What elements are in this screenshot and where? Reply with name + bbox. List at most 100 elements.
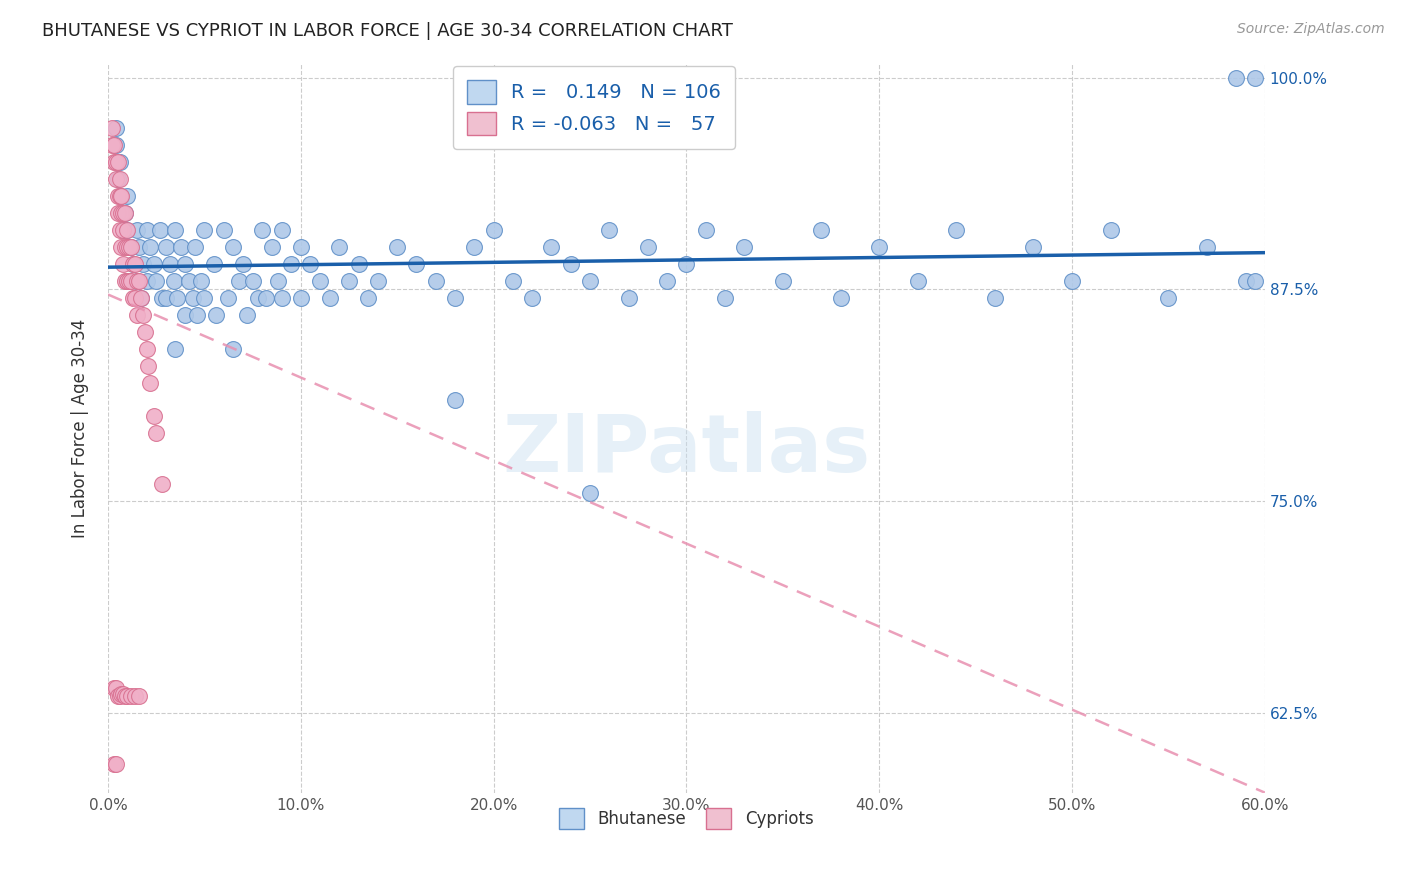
- Point: [114, 206, 136, 220]
- Point: [1234, 274, 1257, 288]
- Point: [103, 138, 125, 153]
- Point: [124, 689, 146, 703]
- Point: [143, 257, 166, 271]
- Point: [120, 274, 142, 288]
- Point: [125, 274, 148, 288]
- Point: [117, 274, 139, 288]
- Point: [1225, 70, 1247, 85]
- Point: [155, 240, 177, 254]
- Point: [104, 681, 127, 695]
- Point: [617, 291, 640, 305]
- Point: [104, 138, 127, 153]
- Point: [242, 274, 264, 288]
- Point: [103, 155, 125, 169]
- Point: [150, 477, 173, 491]
- Point: [579, 274, 602, 288]
- Point: [657, 274, 679, 288]
- Point: [181, 291, 204, 305]
- Point: [125, 223, 148, 237]
- Point: [174, 308, 197, 322]
- Point: [104, 155, 127, 169]
- Point: [714, 291, 737, 305]
- Point: [135, 342, 157, 356]
- Point: [733, 240, 755, 254]
- Point: [212, 223, 235, 237]
- Point: [444, 291, 467, 305]
- Point: [193, 291, 215, 305]
- Point: [217, 291, 239, 305]
- Point: [143, 409, 166, 424]
- Point: [290, 240, 312, 254]
- Point: [174, 257, 197, 271]
- Point: [128, 689, 150, 703]
- Point: [1022, 240, 1045, 254]
- Point: [108, 689, 131, 703]
- Point: [347, 257, 370, 271]
- Point: [177, 274, 200, 288]
- Point: [104, 121, 127, 136]
- Point: [810, 223, 832, 237]
- Point: [108, 155, 131, 169]
- Point: [120, 240, 142, 254]
- Point: [103, 756, 125, 771]
- Point: [138, 359, 160, 373]
- Point: [367, 274, 389, 288]
- Point: [254, 291, 277, 305]
- Point: [110, 206, 132, 220]
- Point: [405, 257, 427, 271]
- Point: [150, 291, 173, 305]
- Point: [637, 240, 659, 254]
- Point: [270, 223, 292, 237]
- Point: [129, 291, 152, 305]
- Y-axis label: In Labor Force | Age 30-34: In Labor Force | Age 30-34: [72, 318, 89, 538]
- Point: [1099, 223, 1122, 237]
- Point: [107, 206, 129, 220]
- Point: [108, 223, 131, 237]
- Point: [125, 274, 148, 288]
- Point: [101, 138, 124, 153]
- Point: [128, 240, 150, 254]
- Point: [117, 189, 139, 203]
- Text: Source: ZipAtlas.com: Source: ZipAtlas.com: [1237, 22, 1385, 37]
- Point: [107, 155, 129, 169]
- Point: [135, 223, 157, 237]
- Point: [309, 274, 332, 288]
- Point: [117, 223, 139, 237]
- Point: [122, 257, 145, 271]
- Point: [114, 240, 136, 254]
- Point: [120, 689, 142, 703]
- Point: [162, 274, 184, 288]
- Point: [112, 687, 135, 701]
- Point: [540, 240, 562, 254]
- Point: [112, 257, 135, 271]
- Point: [387, 240, 409, 254]
- Point: [122, 291, 145, 305]
- Point: [112, 206, 135, 220]
- Text: ZIPatlas: ZIPatlas: [502, 411, 870, 489]
- Point: [357, 291, 380, 305]
- Point: [772, 274, 794, 288]
- Point: [232, 257, 254, 271]
- Point: [165, 223, 187, 237]
- Point: [166, 291, 188, 305]
- Point: [118, 240, 141, 254]
- Point: [118, 274, 141, 288]
- Point: [104, 756, 127, 771]
- Point: [337, 274, 360, 288]
- Point: [444, 392, 467, 407]
- Point: [117, 274, 139, 288]
- Point: [184, 240, 207, 254]
- Point: [830, 291, 852, 305]
- Point: [149, 223, 172, 237]
- Point: [1195, 240, 1218, 254]
- Point: [193, 223, 215, 237]
- Point: [319, 291, 342, 305]
- Point: [1060, 274, 1083, 288]
- Point: [112, 223, 135, 237]
- Point: [522, 291, 544, 305]
- Point: [252, 223, 274, 237]
- Point: [124, 291, 146, 305]
- Point: [112, 223, 135, 237]
- Point: [290, 291, 312, 305]
- Point: [110, 189, 132, 203]
